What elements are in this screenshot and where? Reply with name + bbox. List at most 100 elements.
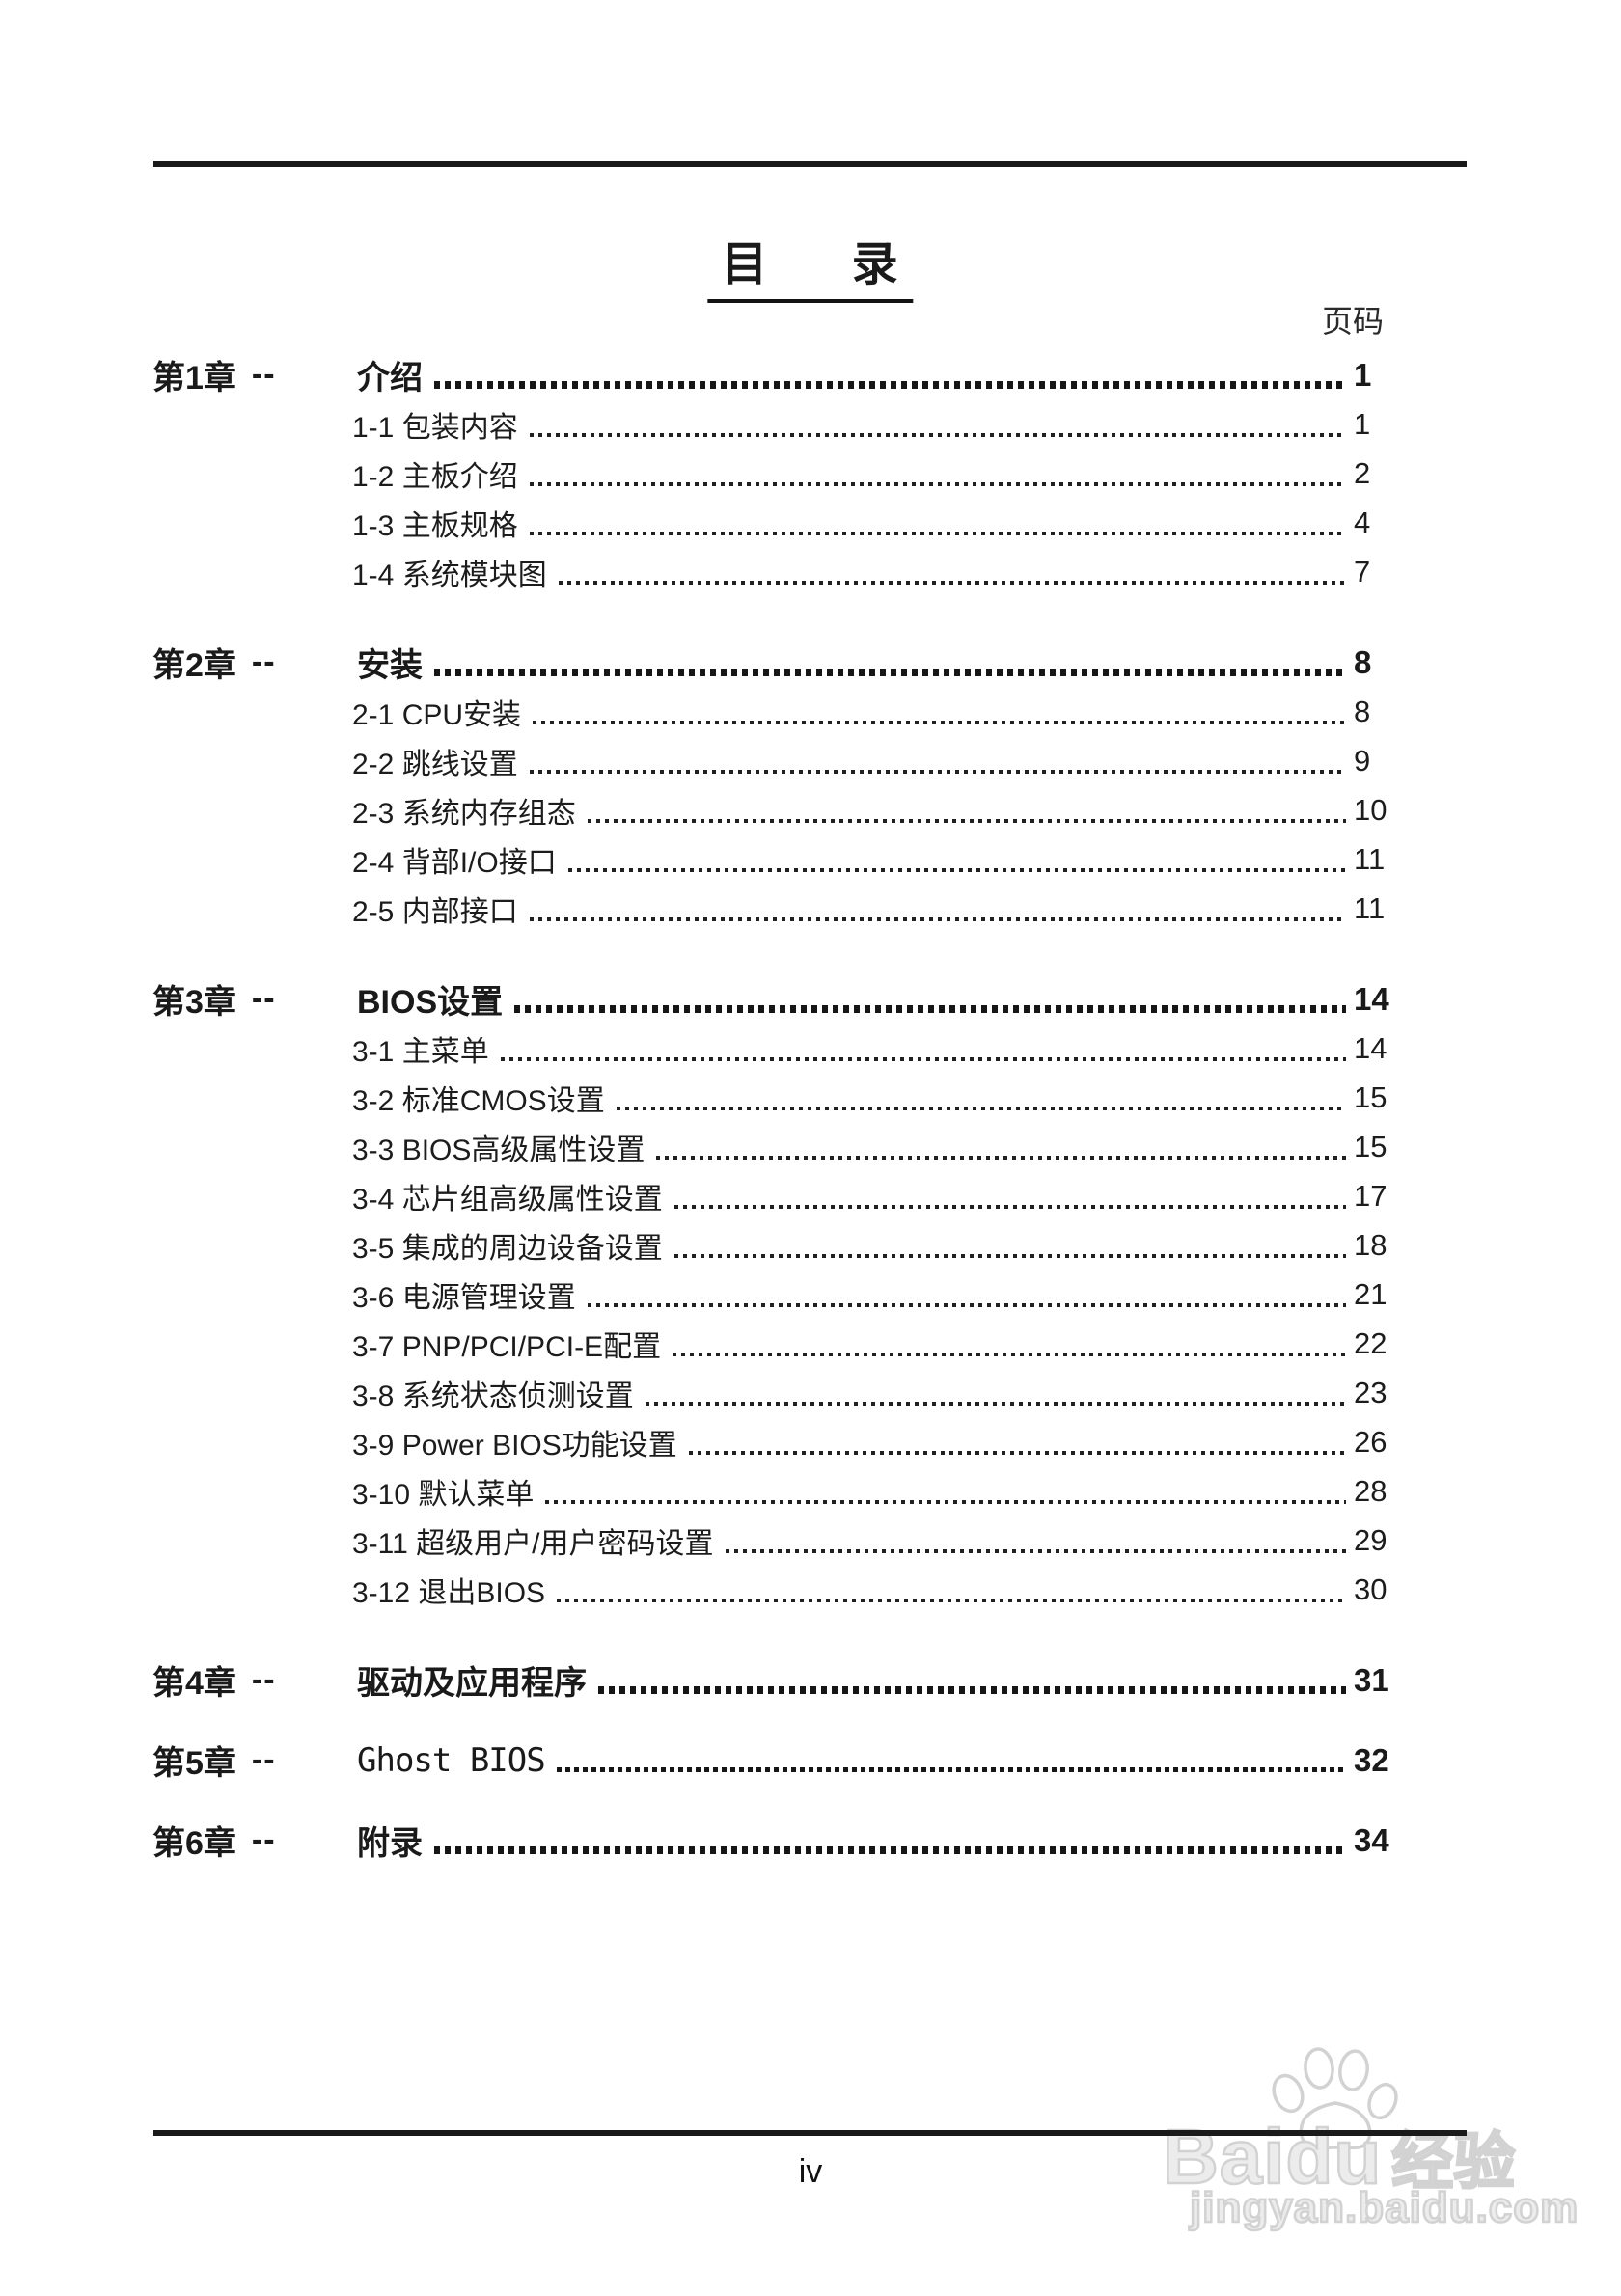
- toc-chapter-number: 第4章: [152, 1665, 236, 1702]
- toc-entry-title: 3-4 芯片组高级属性设置: [352, 1183, 663, 1216]
- toc-entry-title: 1-3 主板规格: [352, 509, 518, 542]
- watermark-brand-cn: 经验: [1390, 2126, 1517, 2199]
- toc-sub-row: 3-12 退出BIOS 30: [152, 1565, 1399, 1614]
- toc-page-number: 31: [1354, 1661, 1389, 1698]
- toc-chapter-heading: 第3章 --: [152, 975, 357, 1023]
- toc-page-number: 1: [1354, 356, 1372, 393]
- toc-sub-row: 1-3 主板规格 4: [152, 498, 1399, 547]
- baidu-paw-icon: [1272, 2047, 1398, 2149]
- toc-leader-dots: [500, 1056, 1346, 1061]
- toc-sub-row: 1-2 主板介绍 2: [152, 449, 1399, 498]
- toc-page-number: 21: [1354, 1276, 1387, 1311]
- toc-entry-title: 3-9 Power BIOS功能设置: [352, 1429, 677, 1462]
- toc-chapter-heading: 第4章 --: [152, 1656, 357, 1704]
- toc-page-number: 8: [1354, 694, 1371, 728]
- toc-leader-dots: [514, 1004, 1346, 1013]
- toc-page-number: 9: [1354, 743, 1371, 778]
- watermark-brand: Baidu 经验: [1162, 2113, 1517, 2201]
- toc-chapter-heading: 第1章 --: [152, 351, 357, 398]
- toc-entry-title: 2-1 CPU安装: [352, 698, 522, 731]
- toc-entry-title: 2-5 内部接口: [352, 895, 518, 928]
- toc-leader-dots: [558, 580, 1346, 585]
- toc-chapter-dash: --: [251, 1661, 276, 1698]
- toc-page-number: 8: [1354, 643, 1372, 680]
- toc-sub-row: 3-7 PNP/PCI/PCI-E配置 22: [152, 1319, 1399, 1368]
- toc-page-number: 14: [1354, 980, 1389, 1017]
- toc-entry-title: BIOS设置: [357, 984, 504, 1021]
- toc-page-number: 22: [1354, 1326, 1387, 1360]
- toc-page-number: 2: [1354, 455, 1371, 490]
- toc-entry-title: 3-2 标准CMOS设置: [352, 1084, 605, 1117]
- table-of-contents: 第1章 -- 介绍 1 1-1 包装内容 1 1-2 主板介绍 2 1-3 主板规格 4 1-4 系…: [0, 350, 1621, 1865]
- toc-entry-title: 2-3 系统内存组态: [352, 797, 576, 830]
- toc-chapter-number: 第2章: [152, 647, 236, 684]
- toc-leader-dots: [598, 1685, 1346, 1694]
- toc-page-number: 29: [1354, 1522, 1387, 1557]
- toc-leader-dots: [688, 1450, 1346, 1455]
- toc-chapter-dash: --: [251, 1741, 276, 1778]
- toc-leader-dots: [673, 1204, 1346, 1209]
- toc-leader-dots: [529, 481, 1346, 486]
- toc-page-number: 30: [1354, 1572, 1387, 1606]
- toc-sub-row: 3-3 BIOS高级属性设置 15: [152, 1122, 1399, 1171]
- toc-entry-title: 3-11 超级用户/用户密码设置: [352, 1527, 714, 1560]
- toc-entry-title: 附录: [357, 1825, 423, 1862]
- toc-sub-row: 2-3 系统内存组态 10: [152, 785, 1399, 834]
- toc-chapter-row: 第5章 -- Ghost BIOS 32: [152, 1736, 1399, 1785]
- toc-chapter-heading: 第6章 --: [152, 1817, 357, 1864]
- toc-entry-title: 1-2 主板介绍: [352, 460, 518, 493]
- toc-leader-dots: [434, 668, 1346, 676]
- toc-sub-row: 3-11 超级用户/用户密码设置 29: [152, 1516, 1399, 1565]
- folio-page-number: iv: [798, 2153, 823, 2190]
- toc-chapter-dash: --: [251, 356, 276, 393]
- toc-chapter-number: 第5章: [152, 1745, 236, 1782]
- toc-chapter-row: 第4章 -- 驱动及应用程序 31: [152, 1655, 1399, 1705]
- toc-leader-dots: [533, 720, 1346, 724]
- toc-leader-dots: [529, 916, 1346, 921]
- toc-leader-dots: [725, 1548, 1346, 1553]
- toc-entry-title: 1-1 包装内容: [352, 411, 518, 444]
- toc-page-number: 1: [1354, 406, 1371, 441]
- toc-chapter-heading: 第2章 --: [152, 639, 357, 686]
- toc-chapter-number: 第1章: [152, 360, 236, 396]
- toc-entry-title: 3-6 电源管理设置: [352, 1281, 576, 1314]
- toc-page-number: 17: [1354, 1178, 1387, 1213]
- toc-page-number: 28: [1354, 1473, 1387, 1508]
- toc-entry-title: 3-7 PNP/PCI/PCI-E配置: [352, 1330, 662, 1363]
- toc-sub-row: 2-5 内部接口 11: [152, 884, 1399, 933]
- toc-page-number: 14: [1354, 1030, 1387, 1065]
- toc-leader-dots: [673, 1352, 1346, 1356]
- toc-leader-dots: [529, 769, 1346, 774]
- toc-leader-dots: [587, 1302, 1346, 1307]
- toc-page-number: 11: [1354, 841, 1386, 876]
- baidu-jingyan-watermark: Baidu 经验 jingyan.baidu.com: [1162, 2043, 1616, 2251]
- toc-chapter-heading: 第5章 --: [152, 1736, 357, 1784]
- toc-entry-title: 3-3 BIOS高级属性设置: [352, 1134, 646, 1166]
- toc-sub-row: 3-5 集成的周边设备设置 18: [152, 1220, 1399, 1270]
- toc-sub-row: 1-4 系统模块图 7: [152, 547, 1399, 596]
- toc-leader-dots: [529, 432, 1346, 437]
- toc-chapter-dash: --: [251, 980, 276, 1017]
- toc-chapter-row: 第2章 -- 安装 8: [152, 638, 1399, 687]
- toc-leader-dots: [557, 1598, 1346, 1602]
- toc-sub-row: 3-10 默认菜单 28: [152, 1466, 1399, 1516]
- toc-leader-dots: [434, 1845, 1346, 1854]
- page-title: 目 录: [707, 226, 914, 303]
- toc-entry-title: Ghost BIOS: [357, 1740, 546, 1780]
- toc-sub-row: 3-9 Power BIOS功能设置 26: [152, 1417, 1399, 1466]
- toc-chapter-row: 第3章 -- BIOS设置 14: [152, 974, 1399, 1024]
- toc-sub-row: 3-1 主菜单 14: [152, 1024, 1399, 1073]
- toc-chapter-dash: --: [251, 1821, 276, 1858]
- toc-chapter-number: 第6章: [152, 1825, 236, 1862]
- toc-entry-title: 2-2 跳线设置: [352, 748, 518, 780]
- toc-leader-dots: [645, 1401, 1346, 1406]
- toc-page-number: 15: [1354, 1080, 1387, 1114]
- toc-sub-row: 2-1 CPU安装 8: [152, 687, 1399, 736]
- toc-leader-dots: [529, 531, 1346, 535]
- toc-leader-dots: [673, 1253, 1346, 1258]
- toc-page-number: 34: [1354, 1821, 1389, 1858]
- toc-chapter-dash: --: [251, 643, 276, 680]
- toc-leader-dots: [545, 1499, 1346, 1504]
- toc-entry-title: 安装: [357, 647, 423, 684]
